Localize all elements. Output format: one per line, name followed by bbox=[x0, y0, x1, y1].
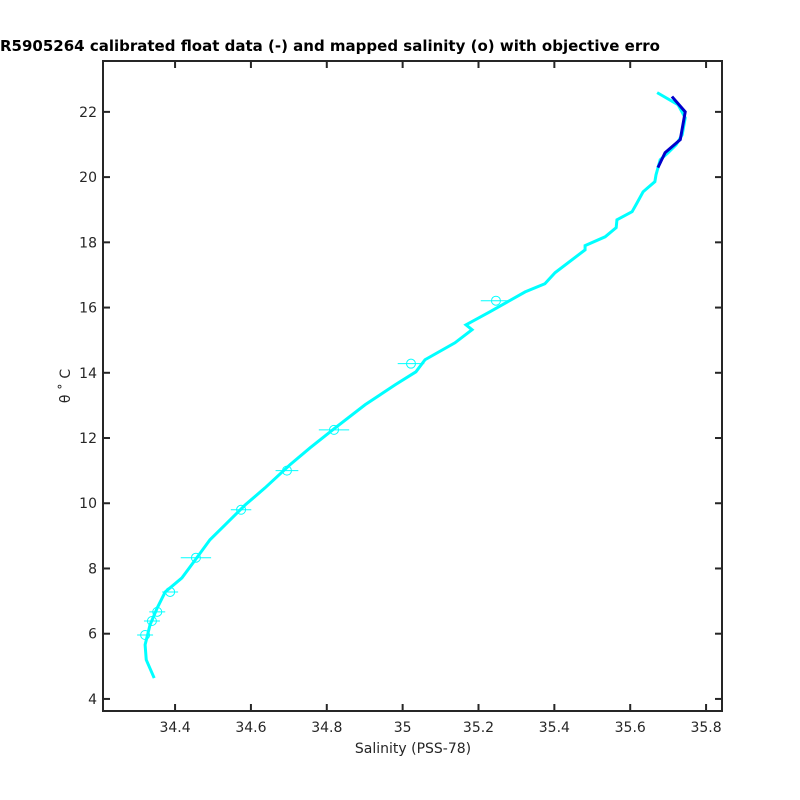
chart-title: R5905264 calibrated float data (-) and m… bbox=[0, 37, 660, 55]
mapped-point bbox=[152, 606, 163, 617]
y-tick-label: 22 bbox=[79, 105, 97, 121]
mapped-point bbox=[146, 615, 157, 626]
mapped-point bbox=[490, 295, 501, 306]
x-tick-label: 35.6 bbox=[615, 720, 646, 736]
mapped-point bbox=[236, 504, 247, 515]
mapped-point bbox=[281, 465, 292, 476]
x-tick-label: 35.4 bbox=[539, 720, 570, 736]
mapped-point bbox=[328, 424, 339, 435]
plot-frame bbox=[102, 60, 723, 712]
x-tick-label: 35 bbox=[394, 720, 412, 736]
y-tick-label: 16 bbox=[79, 301, 97, 317]
x-tick-label: 34.4 bbox=[159, 720, 190, 736]
y-tick-label: 6 bbox=[88, 627, 97, 643]
x-tick-label: 34.6 bbox=[235, 720, 266, 736]
y-tick-label: 20 bbox=[79, 170, 97, 186]
x-tick-label: 34.8 bbox=[311, 720, 342, 736]
x-tick-label: 35.2 bbox=[463, 720, 494, 736]
mapped-point bbox=[405, 358, 416, 369]
y-tick-label: 18 bbox=[79, 235, 97, 251]
y-tick-label: 10 bbox=[79, 496, 97, 512]
y-tick-label: 14 bbox=[79, 366, 97, 382]
y-tick-label: 8 bbox=[88, 561, 97, 577]
float-line bbox=[656, 95, 687, 169]
mapped-point bbox=[190, 552, 201, 563]
x-tick-label: 35.8 bbox=[690, 720, 721, 736]
mapped-point bbox=[140, 630, 151, 641]
mapped-point bbox=[165, 586, 176, 597]
x-axis-label: Salinity (PSS-78) bbox=[355, 741, 471, 757]
y-tick-label: 4 bbox=[88, 692, 97, 708]
y-axis-label: θ ˚ C bbox=[57, 369, 74, 403]
float-line bbox=[143, 91, 687, 679]
y-tick-label: 12 bbox=[79, 431, 97, 447]
